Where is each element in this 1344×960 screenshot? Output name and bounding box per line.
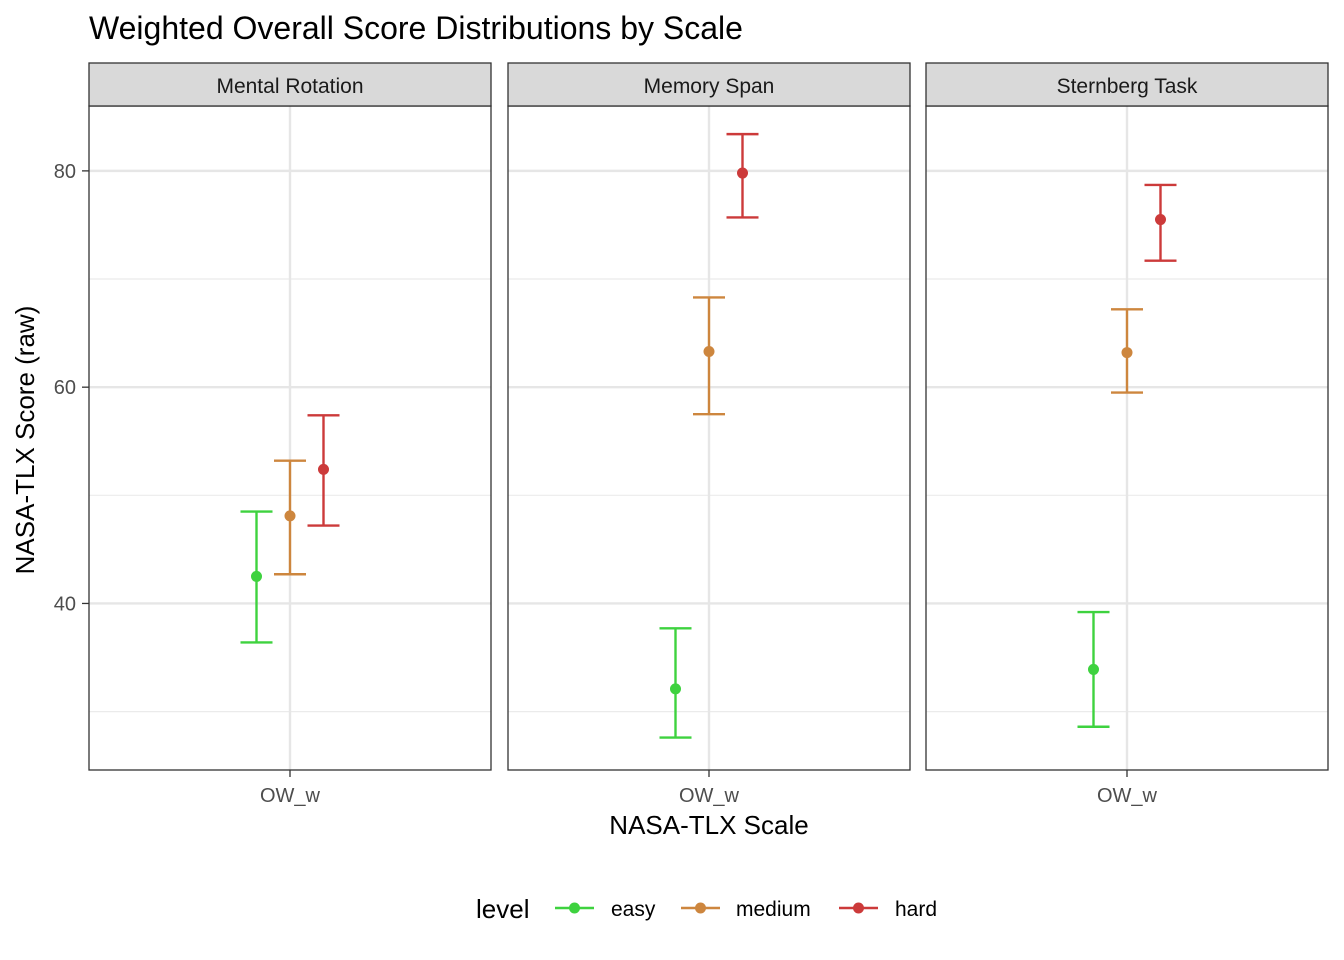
errorbar-hard xyxy=(307,414,340,527)
errorbar-medium xyxy=(1111,308,1143,394)
mean-point-medium xyxy=(284,510,296,522)
legend-item-easy: easy xyxy=(555,898,656,921)
legend: level easy medium hard xyxy=(476,894,937,924)
strip-label: Sternberg Task xyxy=(1057,75,1198,98)
mean-point-easy xyxy=(251,570,262,582)
legend-title: level xyxy=(476,894,529,924)
legend-item-medium: medium xyxy=(681,898,811,921)
y-axis: 40 60 80 xyxy=(54,161,89,615)
mean-point-medium xyxy=(1121,347,1133,359)
mean-point-easy xyxy=(670,683,681,695)
errorbar-easy xyxy=(659,627,692,739)
y-tick-label: 60 xyxy=(54,377,76,399)
panel-mental-rotation: Mental Rotation OW_w xyxy=(88,62,492,807)
y-tick-label: 40 xyxy=(54,593,76,615)
legend-item-hard: hard xyxy=(839,898,937,921)
chart-title: Weighted Overall Score Distributions by … xyxy=(89,10,743,46)
y-tick-label: 80 xyxy=(54,161,76,183)
mean-point-hard xyxy=(737,167,748,179)
mean-point-hard xyxy=(318,463,329,475)
strip-label: Mental Rotation xyxy=(216,75,363,98)
strip-background xyxy=(925,62,1329,107)
mean-point-hard xyxy=(1155,214,1166,226)
errorbar-hard xyxy=(1144,183,1177,262)
errorbar-easy xyxy=(1077,610,1110,728)
x-axis-title: NASA-TLX Scale xyxy=(609,810,808,840)
strip-label: Memory Span xyxy=(644,75,775,98)
panel-memory-span: Memory Span OW_w xyxy=(507,62,911,807)
strip-background xyxy=(507,62,911,107)
mean-point-easy xyxy=(1088,663,1099,675)
legend-label: easy xyxy=(611,898,656,921)
strip-background xyxy=(88,62,492,107)
legend-key-point xyxy=(853,902,864,914)
errorbar-easy xyxy=(240,510,273,644)
mean-point-medium xyxy=(703,345,715,357)
errorbar-medium xyxy=(693,296,725,416)
errorbar-hard xyxy=(726,132,759,219)
x-tick-label: OW_w xyxy=(679,785,740,807)
panel-sternberg-task: Sternberg Task OW_w xyxy=(925,62,1329,807)
y-axis-title: NASA-TLX Score (raw) xyxy=(10,306,40,575)
legend-key-point xyxy=(695,902,706,914)
x-tick-label: OW_w xyxy=(260,785,321,807)
x-tick-label: OW_w xyxy=(1097,785,1158,807)
legend-label: medium xyxy=(736,898,811,921)
legend-key-point xyxy=(569,902,580,914)
errorbar-medium xyxy=(274,459,306,576)
legend-label: hard xyxy=(895,898,937,921)
